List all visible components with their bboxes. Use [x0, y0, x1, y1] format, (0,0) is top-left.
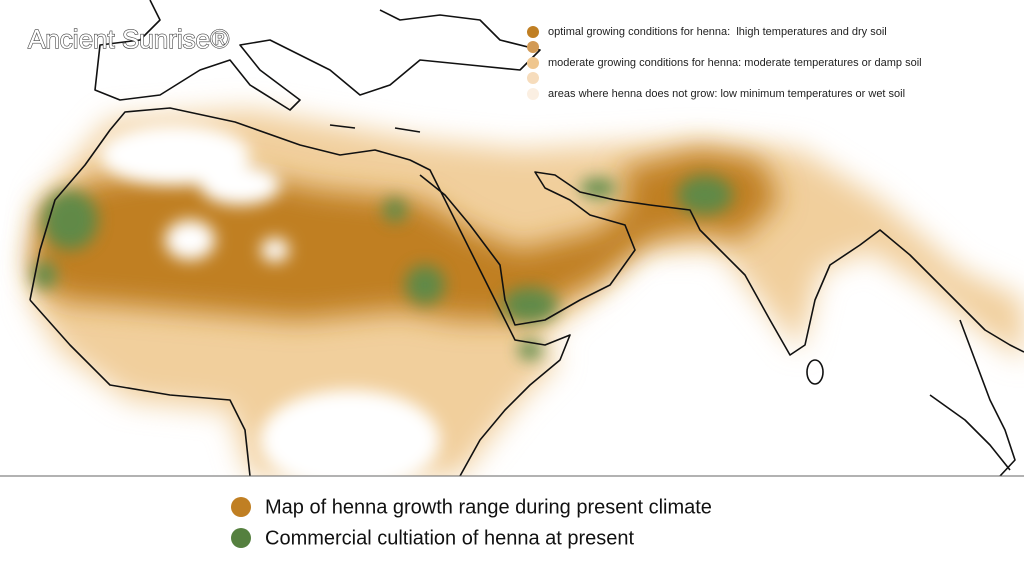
watermark: Ancient Sunrise®	[28, 24, 229, 54]
map: Ancient Sunrise® optimal growing conditi…	[27, 0, 1024, 476]
no-growth-areas	[100, 125, 440, 476]
coastlines	[29, 0, 1024, 476]
key-swatch	[527, 26, 539, 38]
legend-label: Commercial cultiation of henna at presen…	[265, 527, 635, 549]
key-swatch	[527, 41, 539, 53]
map-key: optimal growing conditions for henna: lh…	[527, 26, 922, 100]
key-swatch	[527, 57, 539, 69]
legend-swatch	[231, 497, 251, 517]
key-label: moderate growing conditions for henna: m…	[548, 57, 922, 69]
key-swatch	[527, 88, 539, 100]
cultivation-areas	[33, 175, 733, 360]
legend: Map of henna growth range during present…	[231, 496, 712, 549]
legend-label: Map of henna growth range during present…	[265, 496, 712, 518]
key-label: areas where henna does not grow: low min…	[548, 88, 905, 100]
legend-swatch	[231, 528, 251, 548]
key-swatch	[527, 72, 539, 84]
key-label: optimal growing conditions for henna: lh…	[548, 26, 887, 38]
